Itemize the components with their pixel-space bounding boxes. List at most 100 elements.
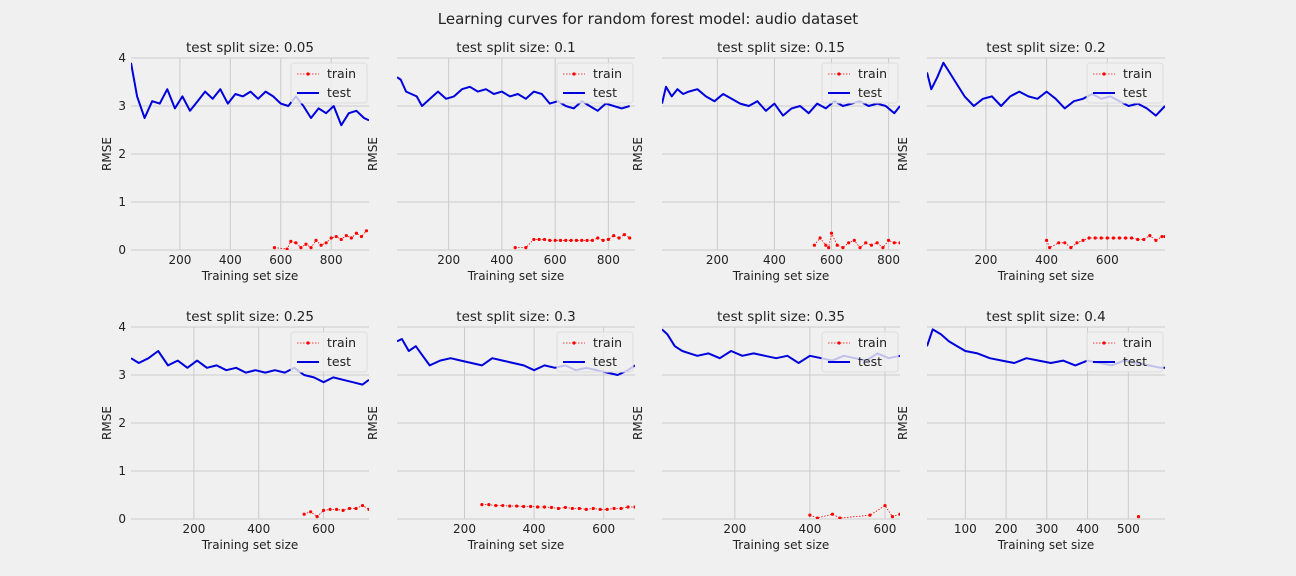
chart-panel-5: test split size: 0.25 200 400 600 0 1 2 3 4 Train…: [100, 309, 369, 552]
train-point: [314, 238, 318, 242]
x-tick-label: 200: [995, 522, 1018, 536]
train-point: [1099, 236, 1103, 240]
train-point: [883, 503, 887, 508]
train-point: [852, 238, 856, 242]
train-point: [322, 508, 326, 512]
legend-train-label: train: [593, 335, 622, 350]
legend: train test: [290, 62, 368, 104]
train-point: [886, 238, 891, 242]
train-point: [542, 505, 547, 509]
legend-train-label: train: [593, 66, 622, 81]
plot-area: [397, 76, 632, 250]
x-tick-label: 400: [763, 253, 786, 267]
x-tick-label: 400: [523, 522, 546, 536]
train-point: [319, 243, 323, 247]
y-tick-label: 0: [118, 243, 126, 257]
legend-test-label: test: [593, 354, 617, 369]
train-point: [537, 237, 541, 242]
x-tick-label: 400: [219, 253, 242, 267]
train-point: [1160, 234, 1164, 239]
train-point: [1057, 241, 1061, 245]
panel-title: test split size: 0.2: [986, 40, 1105, 56]
x-tick-label: 600: [874, 522, 897, 536]
y-tick-label: 3: [118, 99, 126, 113]
train-point: [1087, 236, 1091, 240]
train-point: [1163, 234, 1165, 239]
y-axis-label: RMSE: [366, 406, 380, 440]
train-point: [612, 506, 616, 511]
x-tick-label: 400: [798, 522, 821, 536]
train-point: [334, 234, 338, 239]
x-tick-label: 600: [1096, 253, 1119, 267]
train-point: [329, 236, 333, 240]
train-point: [898, 241, 900, 245]
legend: train test: [290, 331, 368, 373]
train-point: [529, 504, 533, 509]
train-point: [285, 247, 289, 250]
train-point: [864, 241, 868, 245]
legend: train test: [821, 331, 899, 373]
train-point: [1142, 237, 1146, 242]
chart-panel-2: test split size: 0.1 200 400 600 800 Training…: [366, 40, 635, 283]
chart-panel-6: test split size: 0.3 200 400 600 Training se…: [366, 309, 635, 552]
train-point: [1093, 236, 1097, 240]
x-tick-label: 200: [974, 253, 997, 267]
plot-area: [662, 85, 900, 250]
train-point: [272, 246, 277, 250]
chart-panel-7: test split size: 0.35 200 400 600 Training s…: [631, 309, 900, 552]
legend: train test: [556, 331, 634, 373]
train-point: [812, 243, 816, 247]
legend-train-marker: [837, 72, 841, 76]
chart-panel-8: test split size: 0.4 100 200 300 400 500 Train…: [896, 309, 1165, 552]
train-point: [858, 246, 862, 250]
train-point: [1154, 238, 1158, 242]
train-point: [827, 246, 831, 250]
y-axis-label: RMSE: [896, 137, 910, 171]
y-axis-label: RMSE: [100, 406, 114, 440]
x-tick-label: 200: [168, 253, 191, 267]
legend-test-label: test: [1123, 85, 1147, 100]
legend-train-marker: [837, 341, 841, 345]
train-point: [1111, 236, 1115, 240]
train-point: [570, 506, 574, 511]
train-point: [596, 236, 600, 240]
x-tick-label: 200: [723, 522, 746, 536]
train-point: [598, 507, 602, 511]
train-point: [341, 508, 345, 512]
y-tick-label: 4: [118, 51, 126, 65]
train-point: [354, 506, 358, 511]
legend-train-label: train: [327, 66, 356, 81]
train-point: [553, 238, 557, 242]
x-tick-label: 600: [592, 522, 615, 536]
train-point: [367, 507, 369, 511]
y-tick-label: 2: [118, 416, 126, 430]
train-point: [309, 246, 313, 250]
train-point: [1117, 236, 1122, 240]
series-line-train: [515, 234, 630, 249]
panel-title: test split size: 0.15: [717, 40, 845, 56]
train-point: [890, 515, 895, 519]
train-point: [818, 236, 822, 240]
x-tick-label: 600: [269, 253, 292, 267]
train-point: [304, 242, 308, 246]
y-axis-label: RMSE: [366, 137, 380, 171]
x-tick-label: 800: [877, 253, 900, 267]
train-point: [622, 233, 626, 237]
legend-train-marker: [572, 341, 576, 345]
train-point: [294, 241, 298, 245]
train-point: [1136, 237, 1140, 242]
series-line-test: [397, 76, 630, 112]
train-point: [556, 506, 561, 511]
train-point: [501, 503, 505, 508]
train-point: [354, 231, 358, 235]
train-point: [869, 243, 874, 247]
train-point: [535, 505, 540, 509]
train-point: [829, 231, 834, 235]
legend: train test: [556, 62, 634, 104]
x-axis-label: Training set size: [732, 538, 830, 552]
train-point: [835, 243, 839, 247]
y-axis-label: RMSE: [896, 406, 910, 440]
legend-test-label: test: [858, 85, 882, 100]
train-point: [524, 246, 528, 250]
legend-train-label: train: [327, 335, 356, 350]
